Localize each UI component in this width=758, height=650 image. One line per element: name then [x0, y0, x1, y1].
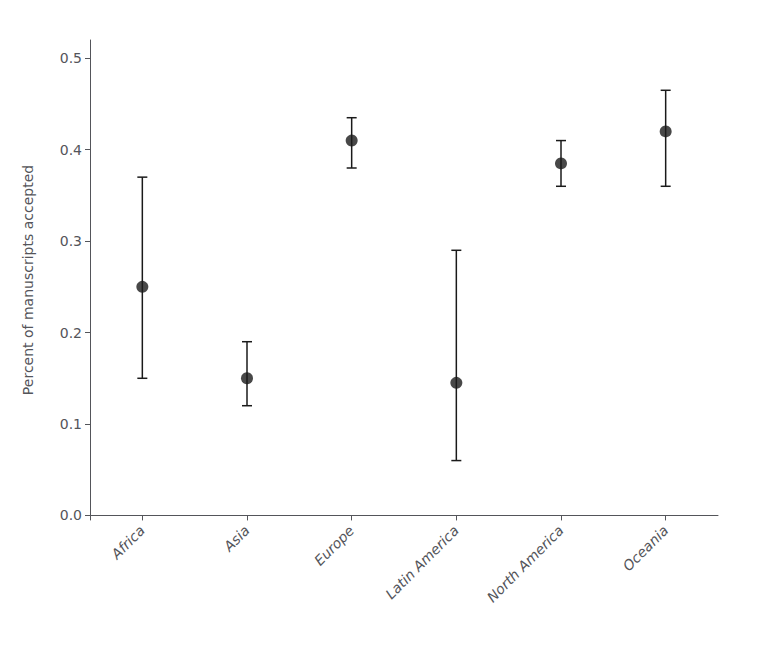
svg-text:0.0: 0.0: [60, 507, 82, 523]
svg-text:Africa: Africa: [107, 522, 148, 563]
svg-text:Percent of manuscripts accepte: Percent of manuscripts accepted: [20, 165, 36, 395]
svg-text:0.4: 0.4: [60, 142, 82, 158]
svg-text:0.1: 0.1: [60, 416, 82, 432]
svg-text:North America: North America: [484, 522, 567, 605]
svg-text:0.2: 0.2: [60, 325, 82, 341]
svg-text:Europe: Europe: [311, 522, 357, 568]
svg-text:Oceania: Oceania: [620, 522, 672, 574]
svg-text:0.5: 0.5: [60, 50, 82, 66]
svg-text:Asia: Asia: [220, 522, 253, 555]
svg-text:0.3: 0.3: [60, 233, 82, 249]
svg-text:Latin America: Latin America: [382, 522, 462, 602]
